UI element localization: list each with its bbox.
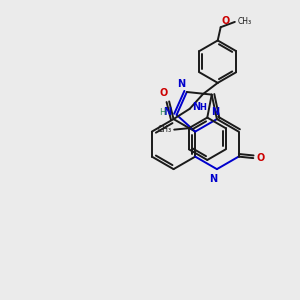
Text: O: O [160,88,168,98]
Text: N: N [192,102,200,112]
Text: CH₃: CH₃ [237,17,251,26]
Text: O: O [221,16,230,26]
Text: N: N [163,107,171,118]
Text: O: O [257,153,265,163]
Text: N: N [177,79,186,89]
Text: N: N [212,107,220,117]
Text: H: H [159,108,165,117]
Text: H: H [199,103,206,112]
Text: CH₃: CH₃ [158,125,172,134]
Text: N: N [209,174,217,184]
